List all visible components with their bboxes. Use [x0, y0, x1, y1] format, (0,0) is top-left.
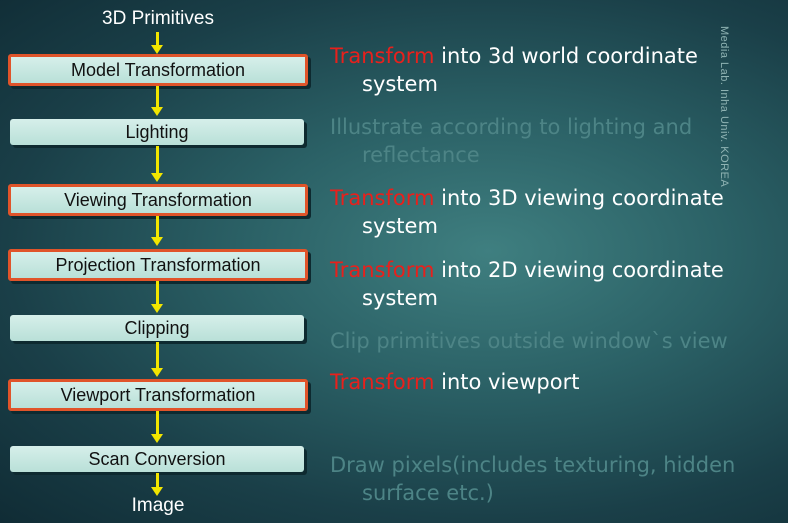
description-line: reflectance	[362, 143, 480, 167]
input-label: 3D Primitives	[102, 8, 214, 29]
keyword: Transform	[330, 370, 435, 394]
description-line: into 2D viewing coordinate	[434, 258, 724, 282]
description-line: system	[362, 214, 438, 238]
description-model-transformation: Transform into 3d world coordinate syste…	[330, 42, 698, 98]
flow-arrow	[151, 86, 163, 116]
description-line: system	[362, 72, 438, 96]
stage-viewing-transformation: Viewing Transformation	[8, 184, 308, 216]
keyword: Transform	[330, 44, 435, 68]
keyword: Transform	[330, 186, 435, 210]
flow-arrow	[151, 146, 163, 182]
flow-arrow	[151, 411, 163, 443]
flow-arrow	[151, 281, 163, 313]
stage-model-transformation: Model Transformation	[8, 54, 308, 86]
description-line: surface etc.)	[362, 481, 494, 505]
description-scan-conversion: Draw pixels(includes texturing, hidden s…	[330, 451, 735, 507]
flow-arrow	[151, 32, 163, 54]
stage-clipping: Clipping	[10, 315, 304, 341]
description-viewport-transformation: Transform into viewport	[330, 368, 579, 396]
stage-scan-conversion: Scan Conversion	[10, 446, 304, 472]
stage-projection-transformation: Projection Transformation	[8, 249, 308, 281]
stage-lighting: Lighting	[10, 119, 304, 145]
description-line: Illustrate according to lighting and	[330, 115, 693, 139]
description-clipping: Clip primitives outside window`s view	[330, 327, 728, 355]
description-line: into 3D viewing coordinate	[434, 186, 724, 210]
description-lighting: Illustrate according to lighting and ref…	[330, 113, 692, 169]
description-viewing-transformation: Transform into 3D viewing coordinate sys…	[330, 184, 724, 240]
description-line: into 3d world coordinate	[434, 44, 698, 68]
flow-arrow	[151, 473, 163, 496]
keyword: Transform	[330, 258, 435, 282]
description-projection-transformation: Transform into 2D viewing coordinate sys…	[330, 256, 724, 312]
description-line: into viewport	[434, 370, 580, 394]
flow-arrow	[151, 216, 163, 246]
description-line: system	[362, 286, 438, 310]
description-line: Clip primitives outside window`s view	[330, 329, 728, 353]
vertical-watermark: Media Lab. Inha Univ. KOREA	[718, 26, 730, 188]
description-line: Draw pixels(includes texturing, hidden	[330, 453, 736, 477]
output-label: Image	[131, 495, 185, 516]
stage-viewport-transformation: Viewport Transformation	[8, 379, 308, 411]
flow-arrow	[151, 342, 163, 377]
